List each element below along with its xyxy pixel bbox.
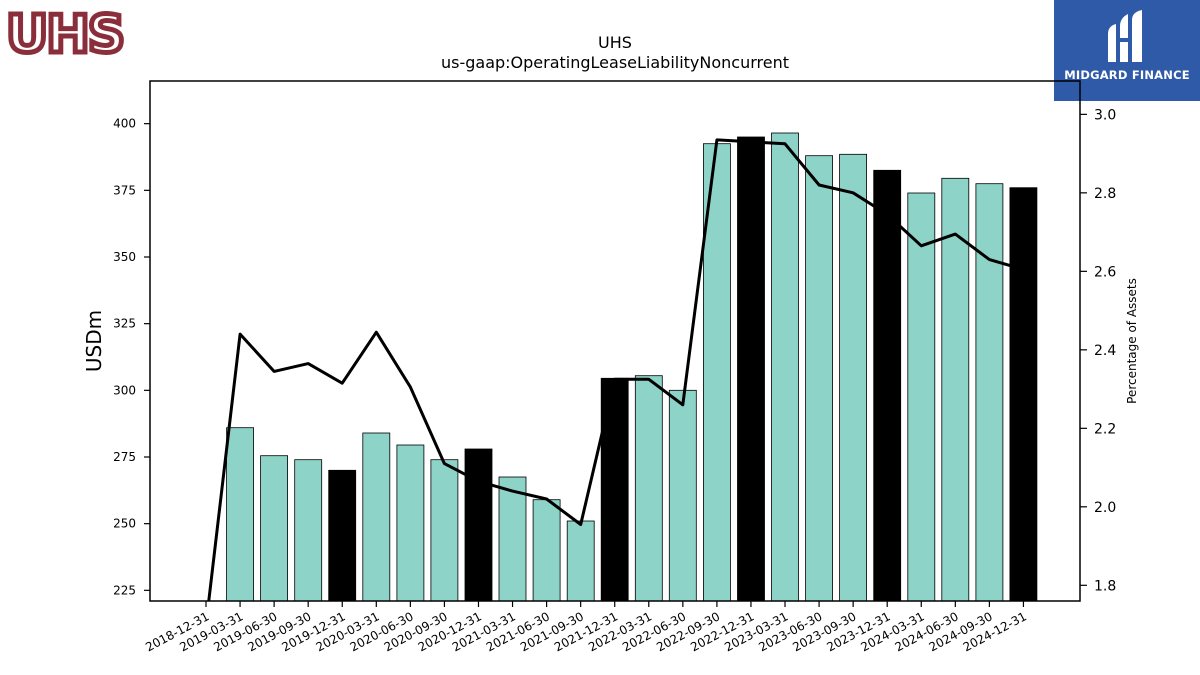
midgard-finance-text: MIDGARD FINANCE	[1064, 68, 1190, 82]
left-tick-label: 275	[113, 450, 136, 464]
uhs-logo: UHS	[4, 3, 128, 68]
bar-2021-03-31	[498, 476, 527, 601]
right-tick-label: 2.8	[1094, 186, 1116, 202]
bar-2023-03-31	[771, 132, 799, 601]
left-tick-label: 350	[113, 250, 136, 264]
bar-2020-06-30	[396, 444, 425, 601]
left-axis-ticks: 225 250 275 300 325 350 375 400	[113, 117, 150, 597]
y-axis-label: USDm	[82, 310, 106, 372]
chart-title: UHS	[598, 33, 632, 52]
bar-2021-12-31	[600, 377, 629, 601]
bar-2024-06-30	[941, 177, 970, 601]
bar-2020-09-30	[430, 459, 459, 601]
bar-2020-12-31	[464, 448, 493, 601]
left-tick-label: 400	[113, 117, 136, 131]
bar-2019-03-31	[226, 427, 255, 601]
midgard-finance-logo: MIDGARD FINANCE	[1054, 0, 1200, 101]
right-tick-label: 2.4	[1094, 343, 1116, 359]
bar-2024-09-30	[975, 183, 1004, 601]
bar-2021-06-30	[532, 499, 561, 601]
bar-2022-12-31	[737, 136, 765, 601]
bar-2024-03-31	[907, 192, 936, 601]
right-tick-label: 2.0	[1094, 500, 1116, 516]
left-tick-label: 375	[113, 183, 136, 197]
bar-2024-12-31	[1009, 187, 1038, 601]
bar-2023-06-30	[805, 155, 833, 601]
right-tick-label: 3.0	[1094, 107, 1116, 123]
bar-2020-03-31	[362, 432, 391, 601]
bar-2023-09-30	[839, 153, 867, 601]
y2-axis-label: Percentage of Assets	[1125, 278, 1139, 404]
bar-series	[226, 132, 1038, 601]
bar-2021-09-30	[566, 520, 595, 601]
midgard-emblem-icon	[1108, 10, 1142, 62]
left-tick-label: 250	[113, 517, 136, 531]
chart-subtitle: us-gaap:OperatingLeaseLiabilityNoncurren…	[440, 53, 790, 72]
line-series	[207, 138, 1024, 601]
uhs-logo-text: UHS	[6, 5, 123, 60]
bar-2019-06-30	[260, 455, 289, 601]
left-tick-label: 225	[113, 583, 136, 597]
bar-2019-12-31	[328, 469, 357, 601]
right-tick-label: 2.2	[1094, 421, 1116, 437]
x-axis-ticks: 2018-12-312019-03-312019-06-302019-09-30…	[143, 601, 1029, 654]
bar-2019-09-30	[294, 459, 323, 601]
right-axis-ticks: 1.8 2.0 2.2 2.4 2.6 2.8 3.0	[1080, 107, 1116, 594]
pct-of-assets-line	[207, 138, 1024, 601]
left-tick-label: 300	[113, 383, 136, 397]
bar-2022-03-31	[634, 375, 663, 601]
right-tick-label: 1.8	[1094, 578, 1116, 594]
right-tick-label: 2.6	[1094, 264, 1116, 280]
bar-2022-06-30	[668, 389, 697, 601]
bar-2023-12-31	[873, 169, 902, 601]
left-tick-label: 325	[113, 317, 136, 331]
